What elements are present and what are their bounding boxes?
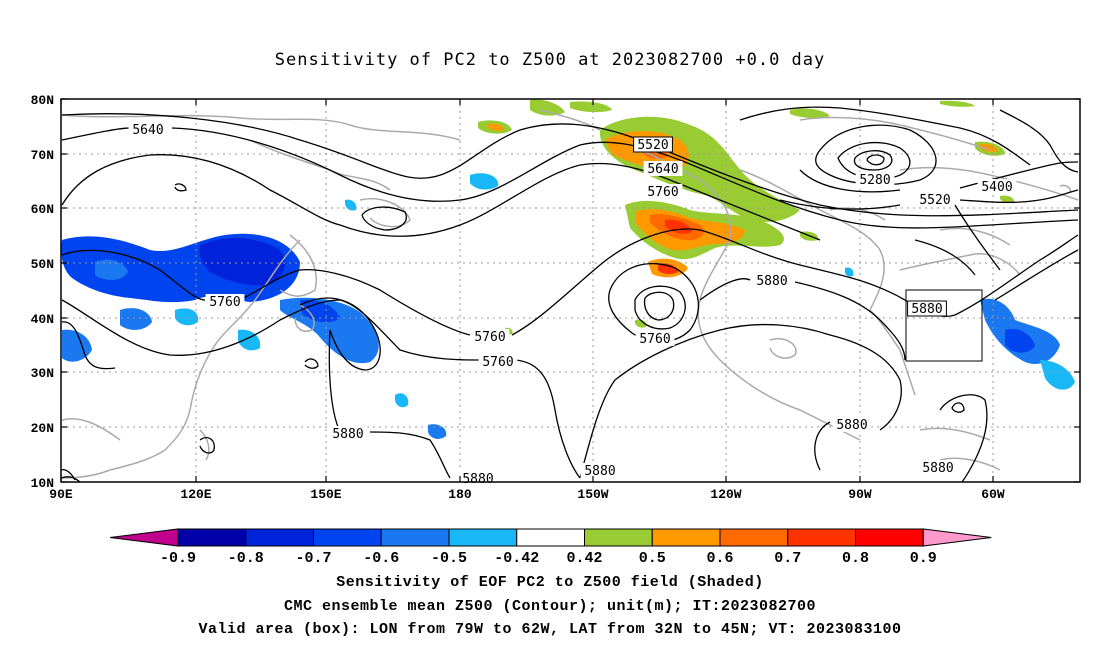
contour-label: 5880 [462, 472, 493, 487]
contour-label-bg [470, 329, 510, 344]
contour-label-bg [643, 184, 683, 199]
caption-line-3: Valid area (box): LON from 79W to 62W, L… [198, 621, 902, 638]
colorbar-label: 0.7 [774, 550, 801, 567]
contour-label: 5760 [647, 185, 678, 200]
caption-line-1: Sensitivity of EOF PC2 to Z500 field (Sh… [336, 574, 764, 591]
contour-label: 5760 [639, 332, 670, 347]
contour-label-bg [977, 179, 1017, 194]
colorbar-segment [448, 528, 518, 547]
contour-label-bg [907, 300, 947, 317]
contour-label: 5880 [332, 427, 363, 442]
plot-frame [60, 98, 1081, 483]
contour-label-bg [855, 172, 895, 187]
colorbar-segment [651, 528, 721, 547]
contour-label: 5280 [859, 173, 890, 188]
contour-label: 5520 [919, 193, 950, 208]
contour-label-bg [633, 136, 673, 153]
colorbar-label: -0.42 [494, 550, 539, 567]
colorbar-segment [787, 528, 856, 547]
colorbar-label: 0.9 [910, 550, 937, 567]
colorbar-label: -0.7 [295, 550, 331, 567]
contour-label-bg [643, 161, 683, 176]
lat-label: 80N [31, 93, 54, 108]
lat-label: 40N [31, 312, 54, 327]
contour-label-bg [918, 460, 958, 475]
colorbar-label: -0.5 [431, 550, 467, 567]
lon-label: 150E [310, 487, 341, 502]
contour-label-bg [580, 463, 620, 478]
colorbar-segment [516, 528, 585, 547]
contour-labels: 5640 5520 5640 5760 5280 5400 5520 5760 5880 5760… [128, 122, 1017, 487]
contour-label-bg [832, 417, 872, 432]
colorbar-label: 0.5 [639, 550, 666, 567]
colorbar-label: 0.6 [706, 550, 733, 567]
negative-sensitivity-areas [61, 173, 1075, 439]
colorbar-label: -0.6 [363, 550, 399, 567]
colorbar-extend-high [922, 528, 992, 547]
longitude-axis: 90E 120E 150E 180 150W 120W 90W 60W [49, 99, 1005, 502]
colorbar-label: -0.9 [160, 550, 196, 567]
colorbar-segment [855, 528, 924, 547]
contour-label: 5880 [756, 274, 787, 289]
lon-label: 90W [848, 487, 872, 502]
lon-label: 60W [981, 487, 1005, 502]
lon-label: 120E [180, 487, 211, 502]
latitude-axis: 80N 70N 60N 50N 40N 30N 20N 10N [31, 93, 1080, 491]
colorbar-label: 0.42 [566, 550, 602, 567]
colorbar-segment [313, 528, 382, 547]
map-title: Sensitivity of PC2 to Z500 at 2023082700… [274, 50, 826, 70]
contour-label-bg [752, 273, 792, 288]
lon-label: 120W [710, 487, 741, 502]
colorbar-label: -0.8 [228, 550, 264, 567]
contour-label: 5520 [637, 138, 668, 153]
valid-area-box [905, 289, 983, 362]
lat-label: 60N [31, 202, 54, 217]
lon-label: 180 [448, 487, 472, 502]
contour-label: 5760 [482, 355, 513, 370]
contour-label: 5640 [132, 123, 163, 138]
contour-label: 5880 [584, 464, 615, 479]
lat-label: 20N [31, 421, 54, 436]
lon-label: 90E [49, 487, 73, 502]
contour-label-bg [478, 354, 518, 369]
colorbar-segment [380, 528, 450, 547]
contour-label: 5400 [981, 180, 1012, 195]
colorbar-segment [177, 528, 247, 547]
grid-lines [61, 99, 1080, 482]
lat-label: 10N [31, 476, 54, 491]
colorbar-segment [584, 528, 653, 547]
lon-label: 150W [577, 487, 608, 502]
contour-label: 5760 [209, 295, 240, 310]
contour-label-bg [128, 122, 168, 137]
colorbar-segment [719, 528, 789, 547]
colorbar-extend-low [109, 528, 179, 547]
contour-label: 5880 [922, 461, 953, 476]
contour-label: 5880 [836, 418, 867, 433]
contour-label-bg [915, 192, 955, 207]
contour-label-bg [205, 294, 245, 309]
lat-label: 70N [31, 148, 54, 163]
colorbar: -0.9 -0.8 -0.7 -0.6 -0.5 -0.42 0.42 0.5 0.6 0.7 0.… [109, 528, 992, 567]
contour-label: 5880 [911, 302, 942, 317]
lat-label: 50N [31, 257, 54, 272]
contour-label: 5640 [647, 162, 678, 177]
caption-line-2: CMC ensemble mean Z500 (Contour); unit(m… [283, 598, 817, 615]
colorbar-label: 0.8 [842, 550, 869, 567]
contour-label: 5760 [474, 330, 505, 345]
lat-label: 30N [31, 366, 54, 381]
positive-sensitivity-areas [478, 99, 1015, 335]
contour-label-bg [328, 426, 368, 441]
contour-label-bg [635, 331, 675, 346]
colorbar-segment [245, 528, 314, 547]
